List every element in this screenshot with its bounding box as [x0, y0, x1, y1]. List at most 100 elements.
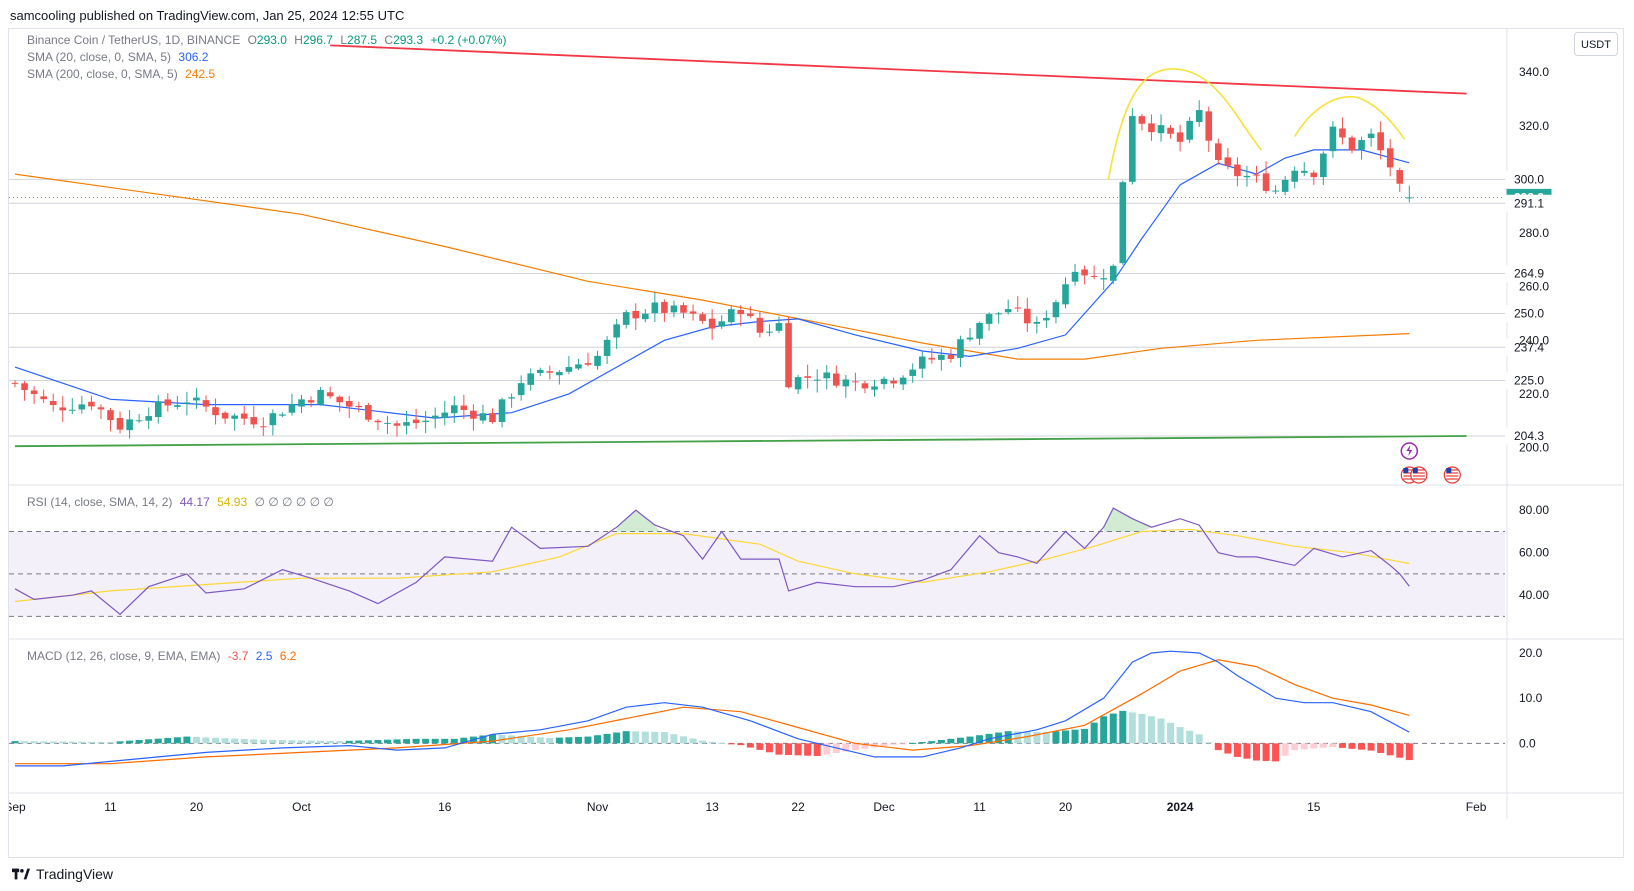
- candle-body: [861, 383, 869, 389]
- candle-15: [154, 395, 162, 424]
- candle-47: [460, 394, 468, 420]
- macd-hist-bar: [813, 743, 821, 756]
- macd-hist-bar: [804, 743, 812, 756]
- macd-hist-bar: [1243, 743, 1251, 759]
- macd-hist-bar: [49, 741, 57, 744]
- candle-46: [451, 395, 458, 423]
- candle-body: [976, 322, 983, 339]
- macd-label: MACD (12, 26, close, 9, EMA, EMA): [27, 649, 221, 663]
- macd-hist-bar: [727, 743, 735, 745]
- candle-76: [737, 304, 745, 326]
- candle-67: [651, 292, 659, 323]
- candle-127: [1224, 147, 1232, 170]
- candle-20: [202, 395, 210, 412]
- macd-line: [15, 650, 1410, 767]
- candle-body: [651, 302, 659, 314]
- trendline-resistance: [330, 44, 1467, 95]
- candle-74: [718, 315, 725, 329]
- candle-body: [928, 357, 936, 360]
- candle-124: [1195, 100, 1203, 127]
- candle-body: [680, 305, 687, 313]
- macd-hist-bar: [364, 740, 372, 744]
- candle-body: [11, 382, 19, 384]
- candle-105: [1014, 296, 1022, 312]
- candle-140: [1348, 135, 1356, 154]
- candle-18: [183, 391, 191, 416]
- high-value: 296.7: [302, 33, 333, 47]
- candle-body: [947, 354, 955, 359]
- candle-body: [1167, 127, 1174, 134]
- candle-26: [260, 417, 267, 436]
- rsi-line: [14, 507, 1410, 616]
- macd-hist-bar: [546, 737, 554, 744]
- candle-body: [632, 310, 640, 319]
- candle-109: [1052, 299, 1060, 324]
- macd-hist-bar: [765, 743, 773, 753]
- candle-40: [393, 420, 401, 437]
- macd-hist-bar: [1138, 714, 1146, 744]
- candle-body: [1281, 179, 1289, 192]
- candle-body: [307, 400, 315, 403]
- candle-body: [355, 405, 363, 408]
- candle-body: [126, 419, 133, 431]
- rsi-tick-label: 40.00: [1519, 588, 1549, 602]
- open-value: 293.0: [256, 33, 287, 47]
- candle-101: [976, 321, 983, 345]
- time-tick-label: 20: [1059, 800, 1073, 814]
- macd-hist-bar: [823, 743, 831, 755]
- macd-hist-bar: [479, 735, 487, 744]
- macd-hist-bar: [441, 738, 449, 744]
- macd-hist-bar: [890, 743, 898, 745]
- candle-51: [498, 397, 506, 428]
- candle-125: [1205, 106, 1213, 152]
- macd-hist-bar: [1186, 730, 1194, 744]
- candle-91: [880, 376, 888, 390]
- rsi-ma-value: 54.93: [217, 495, 248, 509]
- price-mark-label: 264.9: [1514, 267, 1544, 281]
- candle-body: [1157, 125, 1165, 134]
- main-legend: Binance Coin / TetherUS, 1D, BINANCE O29…: [27, 33, 511, 47]
- candle-body: [154, 401, 162, 418]
- sma20-line: [14, 149, 1410, 419]
- price-mark-label: 300.0: [1514, 172, 1544, 186]
- candle-50: [489, 408, 496, 424]
- macd-tick-label: 0.0: [1519, 736, 1536, 750]
- macd-hist-bar: [613, 732, 621, 744]
- macd-hist-bar: [851, 743, 859, 751]
- macd-hist-bar: [336, 741, 344, 744]
- rsi-value: 44.17: [179, 495, 210, 509]
- macd-hist-bar: [718, 742, 726, 744]
- macd-tick-label: 10.0: [1519, 691, 1543, 705]
- candle-83: [804, 364, 811, 389]
- candle-60: [584, 352, 592, 367]
- sma200-line: [14, 173, 1410, 360]
- candle-90: [871, 379, 878, 397]
- candle-41: [403, 411, 410, 435]
- macd-hist-bar: [97, 741, 105, 744]
- candle-85: [823, 365, 831, 390]
- candle-66: [642, 309, 649, 323]
- currency-unit-button[interactable]: USDT: [1574, 32, 1618, 56]
- candle-body: [899, 377, 907, 385]
- macd-hist-bar: [660, 732, 668, 744]
- macd-hist-bar: [240, 738, 248, 744]
- candle-79: [766, 324, 773, 337]
- tradingview-logo[interactable]: TradingView: [12, 866, 113, 882]
- candle-71: [689, 304, 697, 321]
- candle-142: [1367, 128, 1375, 147]
- macd-hist-bar: [59, 741, 67, 744]
- chart-frame: 340.0 320.0 280.0 260.0 240.0 220.0 200.0 300.0…: [8, 28, 1624, 858]
- candle-body: [842, 379, 850, 387]
- chart-canvas[interactable]: 340.0320.0280.0260.0240.0220.0200.0300.0…: [9, 29, 1623, 857]
- candle-body: [957, 339, 964, 358]
- candle-body: [804, 376, 811, 378]
- macd-hist-bar: [785, 743, 793, 755]
- candle-29: [288, 393, 296, 416]
- candle-body: [88, 401, 95, 407]
- macd-hist-bar: [1052, 731, 1060, 744]
- candle-body: [1129, 116, 1136, 182]
- us-flag-event-icon: [1443, 466, 1461, 484]
- macd-hist-bar: [1147, 716, 1155, 744]
- macd-hist-bar: [641, 731, 649, 744]
- rsi-ma-line: [14, 528, 1410, 603]
